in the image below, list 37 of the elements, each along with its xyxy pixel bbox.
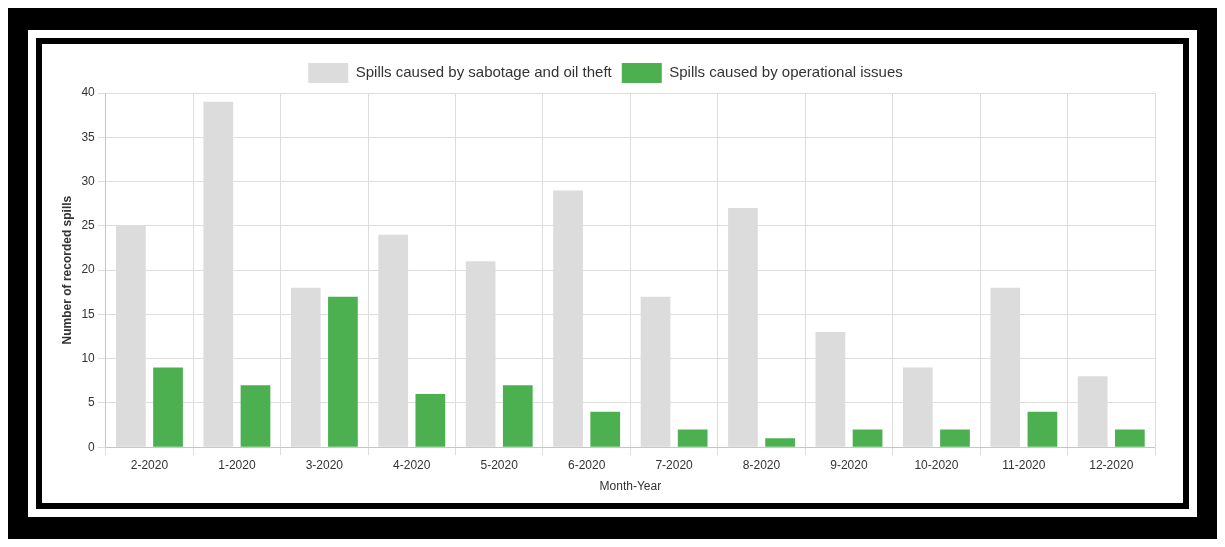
- bar: [153, 367, 183, 447]
- legend-label: Spills caused by operational issues: [669, 63, 903, 81]
- bar: [1115, 429, 1145, 447]
- x-tick-label: 1-2020: [218, 457, 256, 472]
- bar: [1027, 411, 1058, 447]
- x-tick-label: 3-2020: [305, 457, 344, 472]
- y-tick-label: 20: [81, 262, 96, 277]
- bar: [677, 429, 708, 447]
- x-tick-label: 5-2020: [480, 457, 519, 472]
- bar: [765, 438, 795, 447]
- x-tick-label: 2-2020: [130, 457, 169, 472]
- x-tick-label: 10-2020: [914, 457, 959, 472]
- x-tick-label: 4-2020: [393, 457, 431, 472]
- x-tick-label: 12-2020: [1089, 457, 1134, 472]
- x-tick-label: 6-2020: [567, 457, 606, 472]
- y-axis-title: Number of recorded spills: [59, 195, 74, 345]
- bar: [852, 429, 883, 447]
- bar: [415, 394, 446, 447]
- x-tick-label: 11-2020: [1002, 457, 1046, 472]
- x-axis-title: Month-Year: [599, 479, 662, 494]
- bar: [240, 385, 271, 447]
- x-tick-label: 7-2020: [655, 457, 694, 472]
- y-tick-label: 25: [81, 218, 96, 233]
- y-tick-label: 35: [81, 129, 96, 144]
- y-tick-label: 15: [81, 306, 96, 321]
- x-tick-label: 8-2020: [742, 457, 781, 472]
- x-tick-label: 9-2020: [830, 457, 868, 472]
- bar: [502, 385, 533, 447]
- y-tick-label: 5: [88, 395, 96, 410]
- bar: [940, 429, 970, 447]
- legend-label: Spills caused by sabotage and oil theft: [355, 63, 613, 81]
- bar: [328, 296, 358, 447]
- y-tick-label: 40: [81, 85, 96, 100]
- y-tick-label: 30: [81, 173, 96, 188]
- y-tick-label: 10: [81, 350, 96, 365]
- bar: [590, 411, 621, 447]
- y-tick-label: 0: [88, 439, 96, 454]
